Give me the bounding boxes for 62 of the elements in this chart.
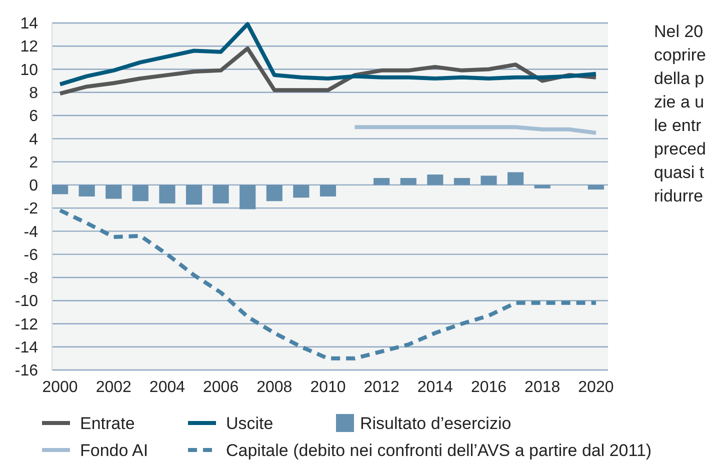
y-tick-label: -4 xyxy=(24,224,38,241)
bar xyxy=(427,174,444,185)
x-tick-label: 2004 xyxy=(149,379,186,396)
bar xyxy=(186,184,202,205)
y-tick-label: 12 xyxy=(20,38,38,56)
text: le entr xyxy=(654,116,702,135)
bar xyxy=(480,176,497,185)
y-tick-label: 4 xyxy=(29,131,38,148)
legend-label: Capitale (debito nei confronti dell’AVS a partire dal 2011) xyxy=(226,440,652,460)
y-tick-label: 6 xyxy=(29,108,38,126)
x-tick-label: 2018 xyxy=(524,379,560,396)
x-tick-label: 2008 xyxy=(256,379,292,396)
text: ridurre xyxy=(654,186,704,206)
legend-label: Risultato d’esercizio xyxy=(360,414,512,433)
x-tick-label: 2006 xyxy=(203,379,239,396)
legend-label: Uscite xyxy=(226,414,274,433)
bar xyxy=(240,184,256,210)
y-tick-label: -8 xyxy=(24,270,38,288)
line-series xyxy=(58,46,598,96)
bar xyxy=(132,184,148,202)
x-tick-label: 2014 xyxy=(417,379,454,396)
text: quasi t xyxy=(654,163,704,182)
text: zie a u xyxy=(654,92,704,112)
bar xyxy=(266,184,282,202)
bar xyxy=(78,184,95,196)
bar xyxy=(52,184,68,194)
bar xyxy=(212,184,229,204)
bar xyxy=(400,178,416,185)
text: preced xyxy=(654,140,706,158)
bar xyxy=(159,184,176,204)
y-tick-label: 10 xyxy=(20,62,38,79)
x-tick-label: 2000 xyxy=(42,379,78,396)
y-tick-label: 2 xyxy=(29,154,38,172)
x-tick-label: 2020 xyxy=(578,379,614,396)
y-tick-label: -2 xyxy=(24,200,38,218)
y-tick-label: 14 xyxy=(20,16,38,33)
y-tick-label: -16 xyxy=(14,362,38,380)
text: Nel 20 xyxy=(654,22,704,41)
y-tick-label: -12 xyxy=(14,316,38,334)
bar xyxy=(588,184,604,190)
x-tick-label: 2002 xyxy=(96,379,132,396)
y-tick-label: 0 xyxy=(29,178,38,195)
bar xyxy=(320,184,336,196)
y-tick-label: -6 xyxy=(24,246,38,264)
legend-label: Fondo AI xyxy=(80,440,148,460)
text: coprire xyxy=(654,46,706,64)
bar xyxy=(454,178,470,185)
line-series xyxy=(58,208,598,360)
line-series xyxy=(58,22,598,86)
y-tick-label: 8 xyxy=(29,85,38,102)
x-tick-label: 2016 xyxy=(470,379,507,396)
x-tick-label: 2010 xyxy=(310,379,346,396)
bar xyxy=(293,184,310,198)
x-tick-label: 2012 xyxy=(364,379,400,396)
y-tick-label: -14 xyxy=(14,339,38,356)
y-tick-label: -10 xyxy=(14,293,38,310)
bar xyxy=(374,178,390,185)
text: della p xyxy=(654,69,704,88)
bar xyxy=(534,184,550,188)
bar xyxy=(508,172,524,185)
legend-label: Entrate xyxy=(80,414,135,433)
bar xyxy=(106,184,122,199)
